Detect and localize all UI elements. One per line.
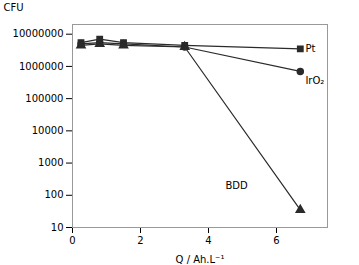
svg-text:10000000: 10000000 — [13, 28, 64, 39]
svg-text:2: 2 — [137, 235, 143, 246]
svg-text:Pt: Pt — [305, 43, 315, 54]
svg-text:CFU: CFU — [4, 2, 24, 13]
svg-text:10000: 10000 — [32, 125, 64, 136]
svg-text:1000: 1000 — [38, 157, 63, 168]
svg-text:Q / Ah.L⁻¹: Q / Ah.L⁻¹ — [176, 254, 225, 265]
svg-text:0: 0 — [69, 235, 75, 246]
svg-text:BDD: BDD — [226, 180, 249, 191]
svg-text:4: 4 — [205, 235, 211, 246]
svg-text:6: 6 — [273, 235, 279, 246]
svg-text:100000: 100000 — [25, 93, 63, 104]
svg-text:1000000: 1000000 — [19, 61, 64, 72]
svg-text:10: 10 — [51, 222, 64, 233]
svg-text:100: 100 — [44, 189, 63, 200]
svg-text:IrO₂: IrO₂ — [305, 75, 324, 86]
